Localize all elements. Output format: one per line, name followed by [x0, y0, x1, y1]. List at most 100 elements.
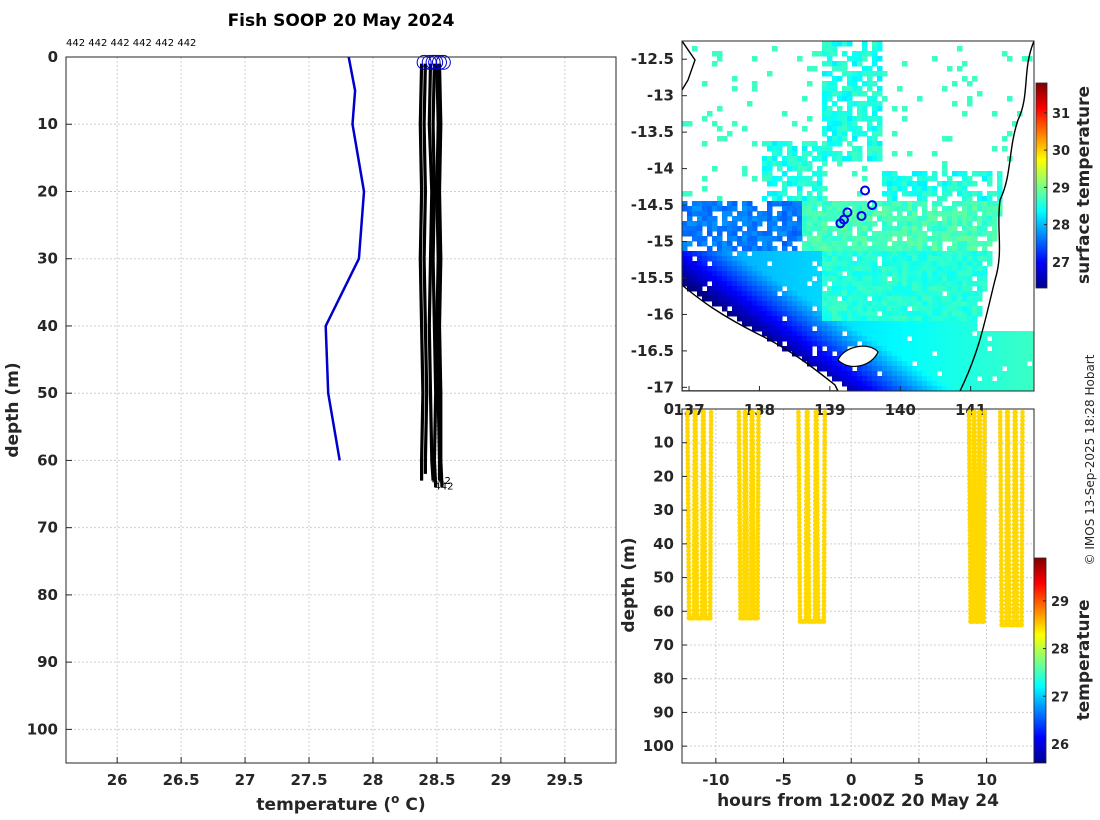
- section-point: [972, 410, 977, 415]
- sst-cell: [692, 201, 698, 207]
- sst-cell: [847, 106, 853, 112]
- sst-cell: [1002, 376, 1008, 382]
- section-point: [967, 473, 972, 478]
- section-point: [702, 504, 707, 510]
- section-point: [821, 526, 827, 532]
- sst-cell: [757, 246, 763, 252]
- sst-cell: [1032, 376, 1034, 382]
- sst-cell: [867, 226, 873, 232]
- sst-cell: [847, 246, 853, 252]
- sst-cell: [872, 151, 878, 157]
- sst-cell: [837, 206, 843, 212]
- sst-cell: [967, 246, 973, 252]
- section-point: [708, 506, 714, 512]
- sst-cell: [867, 301, 873, 307]
- sst-cell: [852, 271, 858, 277]
- sst-cell: [857, 296, 863, 302]
- sst-cell: [982, 256, 988, 262]
- section-point: [805, 504, 811, 510]
- section-point: [743, 441, 749, 447]
- sst-cell: [937, 201, 943, 207]
- sst-cell: [832, 321, 838, 327]
- sst-cell: [837, 266, 843, 272]
- sst-cell: [822, 106, 828, 112]
- sst-cell: [792, 276, 798, 282]
- section-point: [977, 421, 983, 427]
- sst-cell: [992, 336, 998, 342]
- sst-cell: [797, 211, 803, 217]
- sst-cell: [782, 111, 788, 117]
- sst-cell: [867, 121, 873, 127]
- sst-cell: [887, 171, 893, 177]
- section-point: [981, 522, 987, 528]
- sst-cell: [892, 271, 898, 277]
- section-point: [805, 512, 811, 518]
- sst-cell: [852, 146, 858, 152]
- sst-cell: [947, 301, 953, 307]
- sst-cell: [732, 291, 738, 297]
- sst-cell: [902, 351, 908, 357]
- section-point: [981, 566, 987, 572]
- sst-cell: [952, 201, 958, 207]
- sst-cell: [997, 331, 1003, 337]
- sst-cell: [892, 341, 898, 347]
- sst-cell: [742, 241, 748, 247]
- sst-cell: [902, 366, 908, 372]
- sst-cell: [847, 71, 853, 77]
- sst-cell: [967, 281, 973, 287]
- sst-cell: [827, 331, 833, 337]
- series-line-profile-2: [422, 63, 429, 474]
- sst-cell: [807, 246, 813, 252]
- sst-cell: [902, 301, 908, 307]
- sst-cell: [837, 281, 843, 287]
- sst-cell: [812, 321, 818, 327]
- section-point: [702, 556, 708, 562]
- sst-cell: [892, 216, 898, 222]
- sst-cell: [897, 326, 903, 332]
- sst-cell: [887, 321, 893, 327]
- sst-cell: [817, 341, 823, 347]
- section-point: [977, 410, 983, 415]
- sst-cell: [862, 376, 868, 382]
- sst-cell: [867, 136, 873, 142]
- sst-cell: [922, 261, 928, 267]
- sst-cell: [962, 211, 968, 217]
- sst-cell: [837, 316, 843, 322]
- sst-cell: [842, 371, 848, 377]
- section-y-tick-label: 90: [653, 703, 674, 721]
- sst-cell: [837, 111, 843, 117]
- section-point: [750, 524, 756, 530]
- section-point: [737, 532, 743, 538]
- sst-cell: [827, 316, 833, 322]
- section-point: [814, 492, 820, 498]
- map-colorbar-label: surface temperature: [1074, 86, 1094, 284]
- station-marker: [860, 185, 871, 196]
- sst-cell: [837, 116, 843, 122]
- sst-cell: [932, 201, 938, 207]
- sst-cell: [772, 161, 778, 167]
- section-point: [797, 615, 803, 620]
- sst-cell: [722, 286, 728, 292]
- sst-cell: [687, 261, 693, 267]
- section-point: [1014, 598, 1020, 604]
- section-point: [1005, 470, 1011, 475]
- section-point: [743, 481, 749, 486]
- sst-cell: [807, 236, 813, 242]
- sst-cell: [782, 211, 788, 217]
- sst-cell: [832, 326, 838, 332]
- section-point: [744, 560, 750, 566]
- sst-cell: [752, 216, 758, 222]
- sst-cell: [917, 276, 923, 282]
- sst-cell: [742, 236, 748, 242]
- sst-cell: [797, 161, 803, 167]
- sst-cell: [787, 276, 793, 282]
- sst-cell: [842, 111, 848, 117]
- sst-cell: [952, 251, 958, 257]
- sst-cell: [927, 211, 933, 217]
- section-point: [694, 568, 700, 573]
- sst-cell: [767, 176, 773, 182]
- sst-cell: [987, 181, 993, 187]
- section-point: [1006, 582, 1012, 588]
- section-point: [737, 544, 743, 550]
- sst-cell: [757, 326, 763, 332]
